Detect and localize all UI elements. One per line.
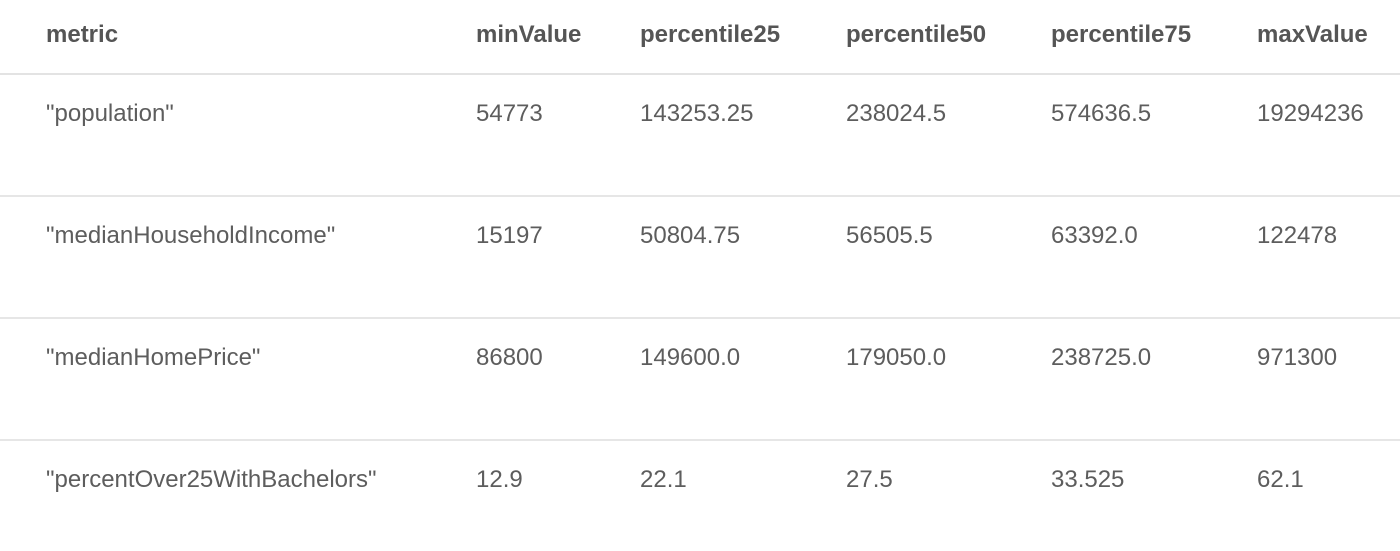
table-cell-percentile50: 56505.5 — [846, 222, 933, 249]
table-cell-percentile75: 33.525 — [1051, 466, 1125, 493]
table-cell-maxvalue: 971300 — [1257, 344, 1338, 371]
table-cell-metric: "percentOver25WithBachelors" — [46, 466, 377, 493]
table-cell-maxvalue: 62.1 — [1257, 466, 1304, 493]
table-row: "medianHomePrice" 86800 149600.0 179050.… — [0, 319, 1400, 441]
table-cell-percentile50: 238024.5 — [846, 100, 947, 127]
column-header-percentile50[interactable]: percentile50 — [846, 21, 987, 48]
column-header-metric[interactable]: metric — [46, 21, 119, 48]
table-cell-percentile25: 50804.75 — [640, 222, 741, 249]
table-cell-metric: "medianHomePrice" — [46, 344, 261, 371]
table-cell-percentile25: 149600.0 — [640, 344, 741, 371]
table-cell-percentile75: 574636.5 — [1051, 100, 1152, 127]
table-row: "percentOver25WithBachelors" 12.9 22.1 2… — [0, 441, 1400, 551]
table-cell-metric: "medianHouseholdIncome" — [46, 222, 336, 249]
table-cell-minvalue: 15197 — [476, 222, 543, 249]
table-cell-maxvalue: 122478 — [1257, 222, 1338, 249]
table-cell-maxvalue: 19294236 — [1257, 100, 1364, 127]
column-header-maxvalue[interactable]: maxValue — [1257, 21, 1368, 48]
table-cell-percentile75: 63392.0 — [1051, 222, 1138, 249]
table-cell-minvalue: 54773 — [476, 100, 543, 127]
column-header-percentile25[interactable]: percentile25 — [640, 21, 781, 48]
table-cell-minvalue: 86800 — [476, 344, 543, 371]
table-cell-metric: "population" — [46, 100, 174, 127]
table-row: "medianHouseholdIncome" 15197 50804.75 5… — [0, 197, 1400, 319]
table-header-row: metric minValue percentile25 percentile5… — [0, 0, 1400, 75]
table-cell-percentile25: 22.1 — [640, 466, 687, 493]
table-cell-percentile25: 143253.25 — [640, 100, 754, 127]
column-header-percentile75[interactable]: percentile75 — [1051, 21, 1192, 48]
table-cell-minvalue: 12.9 — [476, 466, 523, 493]
table-cell-percentile75: 238725.0 — [1051, 344, 1152, 371]
table-cell-percentile50: 179050.0 — [846, 344, 947, 371]
table-row: "population" 54773 143253.25 238024.5 57… — [0, 75, 1400, 197]
column-header-minvalue[interactable]: minValue — [476, 21, 582, 48]
table-cell-percentile50: 27.5 — [846, 466, 893, 493]
